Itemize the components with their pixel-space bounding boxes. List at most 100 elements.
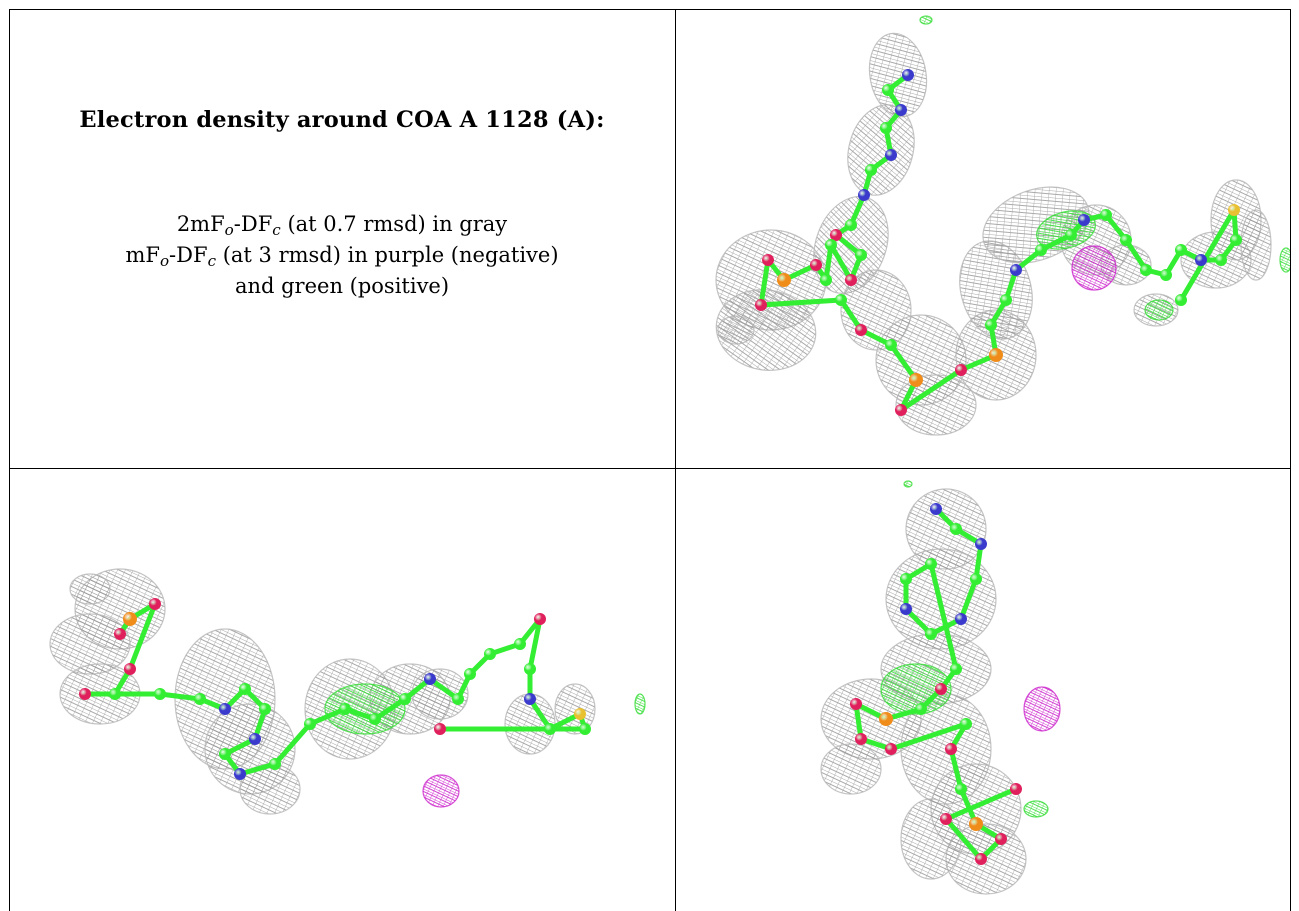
positive-density-blob — [1144, 299, 1174, 321]
atom-sphere — [855, 249, 867, 261]
legend-text: 2mF — [176, 212, 225, 236]
atom-sphere — [1175, 294, 1187, 306]
atom-sphere — [950, 523, 962, 535]
positive-density-blob — [903, 480, 913, 488]
atom-sphere — [452, 693, 464, 705]
bond-stick — [157, 691, 203, 702]
atom-sphere — [830, 229, 842, 241]
density-view-top-right — [676, 10, 1290, 468]
atom-sphere — [123, 612, 137, 626]
density-mesh — [820, 743, 882, 795]
atom-sphere — [1228, 204, 1240, 216]
positive-density-blob — [919, 15, 933, 25]
atom-sphere — [930, 503, 942, 515]
atom-sphere — [544, 723, 556, 735]
bond-stick — [307, 706, 348, 727]
positive-density-blob — [1023, 800, 1049, 818]
grid-center-divider — [675, 9, 676, 911]
atom-sphere — [484, 648, 496, 660]
atom-sphere — [399, 693, 411, 705]
atom-sphere — [835, 294, 847, 306]
bond-stick — [758, 257, 771, 308]
grid-top-border — [9, 9, 1291, 10]
atom-sphere — [975, 853, 987, 865]
bond-stick — [1123, 237, 1149, 273]
bond-stick — [1178, 207, 1237, 303]
atom-sphere — [985, 319, 997, 331]
atom-sphere — [955, 613, 967, 625]
bond-stick — [838, 297, 864, 333]
atom-sphere — [855, 324, 867, 336]
bond-stick — [527, 616, 543, 672]
legend-subscript: c — [272, 221, 281, 240]
atom-sphere — [925, 628, 937, 640]
atom-sphere — [579, 723, 591, 735]
atom-sphere — [154, 688, 166, 700]
legend-text: (at 0.7 rmsd) in gray — [280, 212, 508, 236]
atom-sphere — [845, 219, 857, 231]
bond-stick — [888, 342, 919, 383]
atom-sphere — [124, 663, 136, 675]
grid-left-border — [9, 9, 10, 911]
atom-sphere — [845, 274, 857, 286]
legend-subscript: o — [159, 252, 170, 271]
atom-sphere — [249, 733, 261, 745]
map-legend: 2mFo-DFc (at 0.7 rmsd) in gray mFo-DFc (… — [9, 209, 675, 302]
bond-stick — [372, 696, 408, 722]
atom-sphere — [1175, 244, 1187, 256]
positive-density-blob — [634, 693, 646, 715]
bond-stick — [758, 297, 844, 308]
atom-sphere — [969, 817, 983, 831]
atom-sphere — [1160, 269, 1172, 281]
density-mesh — [1240, 209, 1272, 281]
atom-sphere — [369, 713, 381, 725]
bond-stick — [888, 721, 969, 752]
atom-sphere — [114, 628, 126, 640]
bond-stick — [958, 576, 979, 622]
atom-sphere — [955, 364, 967, 376]
atom-sphere — [1100, 209, 1112, 221]
bond-stick — [527, 696, 553, 732]
atom-sphere — [855, 733, 867, 745]
atom-sphere — [762, 254, 774, 266]
atom-sphere — [109, 688, 121, 700]
atom-sphere — [1215, 254, 1227, 266]
atom-sphere — [1010, 264, 1022, 276]
atom-sphere — [915, 703, 927, 715]
atom-sphere — [975, 538, 987, 550]
atom-sphere — [574, 708, 586, 720]
bond-stick — [948, 746, 964, 792]
atom-sphere — [895, 404, 907, 416]
atom-sphere — [1078, 214, 1090, 226]
bond-stick — [272, 721, 313, 767]
atom-sphere — [900, 603, 912, 615]
atom-sphere — [1140, 264, 1152, 276]
atom-sphere — [879, 712, 893, 726]
atom-sphere — [995, 833, 1007, 845]
atom-sphere — [1000, 294, 1012, 306]
bond-stick — [943, 786, 1019, 822]
density-view-bottom-right — [676, 469, 1290, 911]
density-image — [820, 480, 1061, 895]
atom-sphere — [850, 698, 862, 710]
atom-sphere — [909, 373, 923, 387]
atom-sphere — [514, 638, 526, 650]
atom-sphere — [524, 693, 536, 705]
atom-sphere — [755, 299, 767, 311]
bond-stick — [928, 561, 959, 672]
atom-sphere — [1230, 234, 1242, 246]
bond-stick — [943, 816, 984, 862]
atom-sphere — [935, 683, 947, 695]
atom-sphere — [234, 768, 246, 780]
atom-sphere — [945, 743, 957, 755]
grid-right-border — [1290, 9, 1291, 911]
atom-sphere — [970, 573, 982, 585]
atom-sphere — [885, 339, 897, 351]
atom-sphere — [940, 813, 952, 825]
atom-sphere — [950, 663, 962, 675]
legend-color-line: and green (positive) — [234, 274, 450, 298]
atom-sphere — [777, 273, 791, 287]
atom-sphere — [259, 703, 271, 715]
atom-sphere — [269, 758, 281, 770]
atom-sphere — [895, 104, 907, 116]
